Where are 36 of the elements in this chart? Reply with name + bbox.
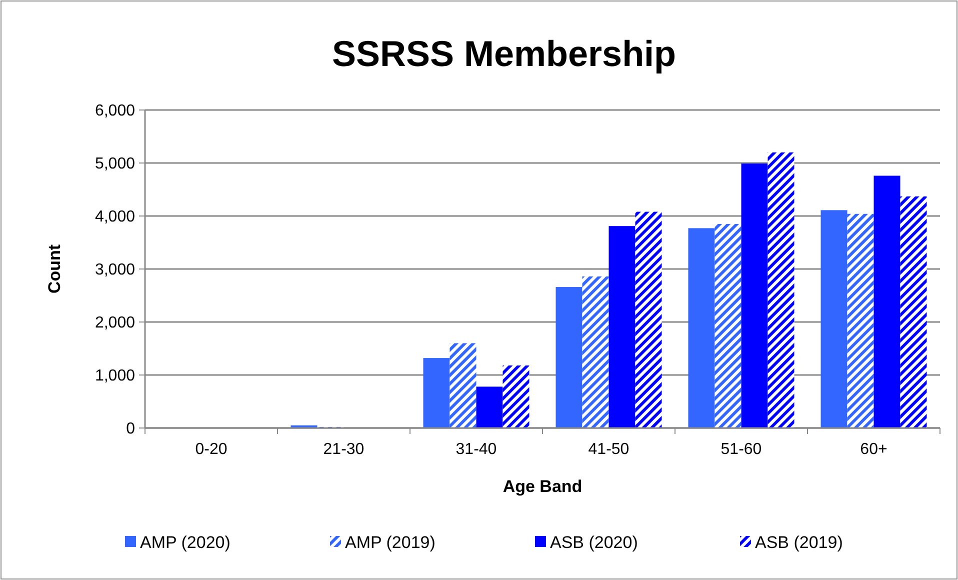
y-tick-label: 3,000 [94,262,136,279]
y-tick-label: 1,000 [94,368,136,385]
bar [582,276,609,428]
bar [635,212,662,428]
x-tick-label: 31-40 [456,441,497,458]
legend-label: ASB (2019) [755,532,843,552]
bar [768,152,794,428]
legend-label: AMP (2019) [345,532,436,552]
bar [608,226,636,428]
bar [874,176,900,428]
y-axis-title: Count [45,244,64,294]
x-tick-label: 0-20 [195,441,228,458]
bar [820,210,848,428]
x-tick-label: 21-30 [323,441,364,458]
bar [714,224,742,428]
y-tick-label: 0 [126,420,136,438]
x-tick-label: 51-60 [720,441,762,458]
bar [900,196,927,428]
chart-title: SSRSS Membership [332,33,676,74]
bar [476,386,503,428]
y-tick-label: 6,000 [94,102,136,120]
x-tick-label: 41-50 [588,441,630,458]
bar [556,287,582,428]
x-axis-title: Age Band [502,477,582,496]
y-tick-label: 2,000 [94,314,136,332]
bar [741,164,768,428]
y-tick-label: 4,000 [94,208,136,226]
bar [502,365,530,428]
y-tick-label: 5,000 [94,156,136,173]
bar [423,358,450,428]
legend-label: AMP (2020) [140,532,230,552]
x-tick-label: 60+ [860,441,888,458]
bar [688,228,715,428]
bar [450,343,476,428]
legend-label: ASB (2020) [550,532,638,552]
bar [847,214,874,428]
